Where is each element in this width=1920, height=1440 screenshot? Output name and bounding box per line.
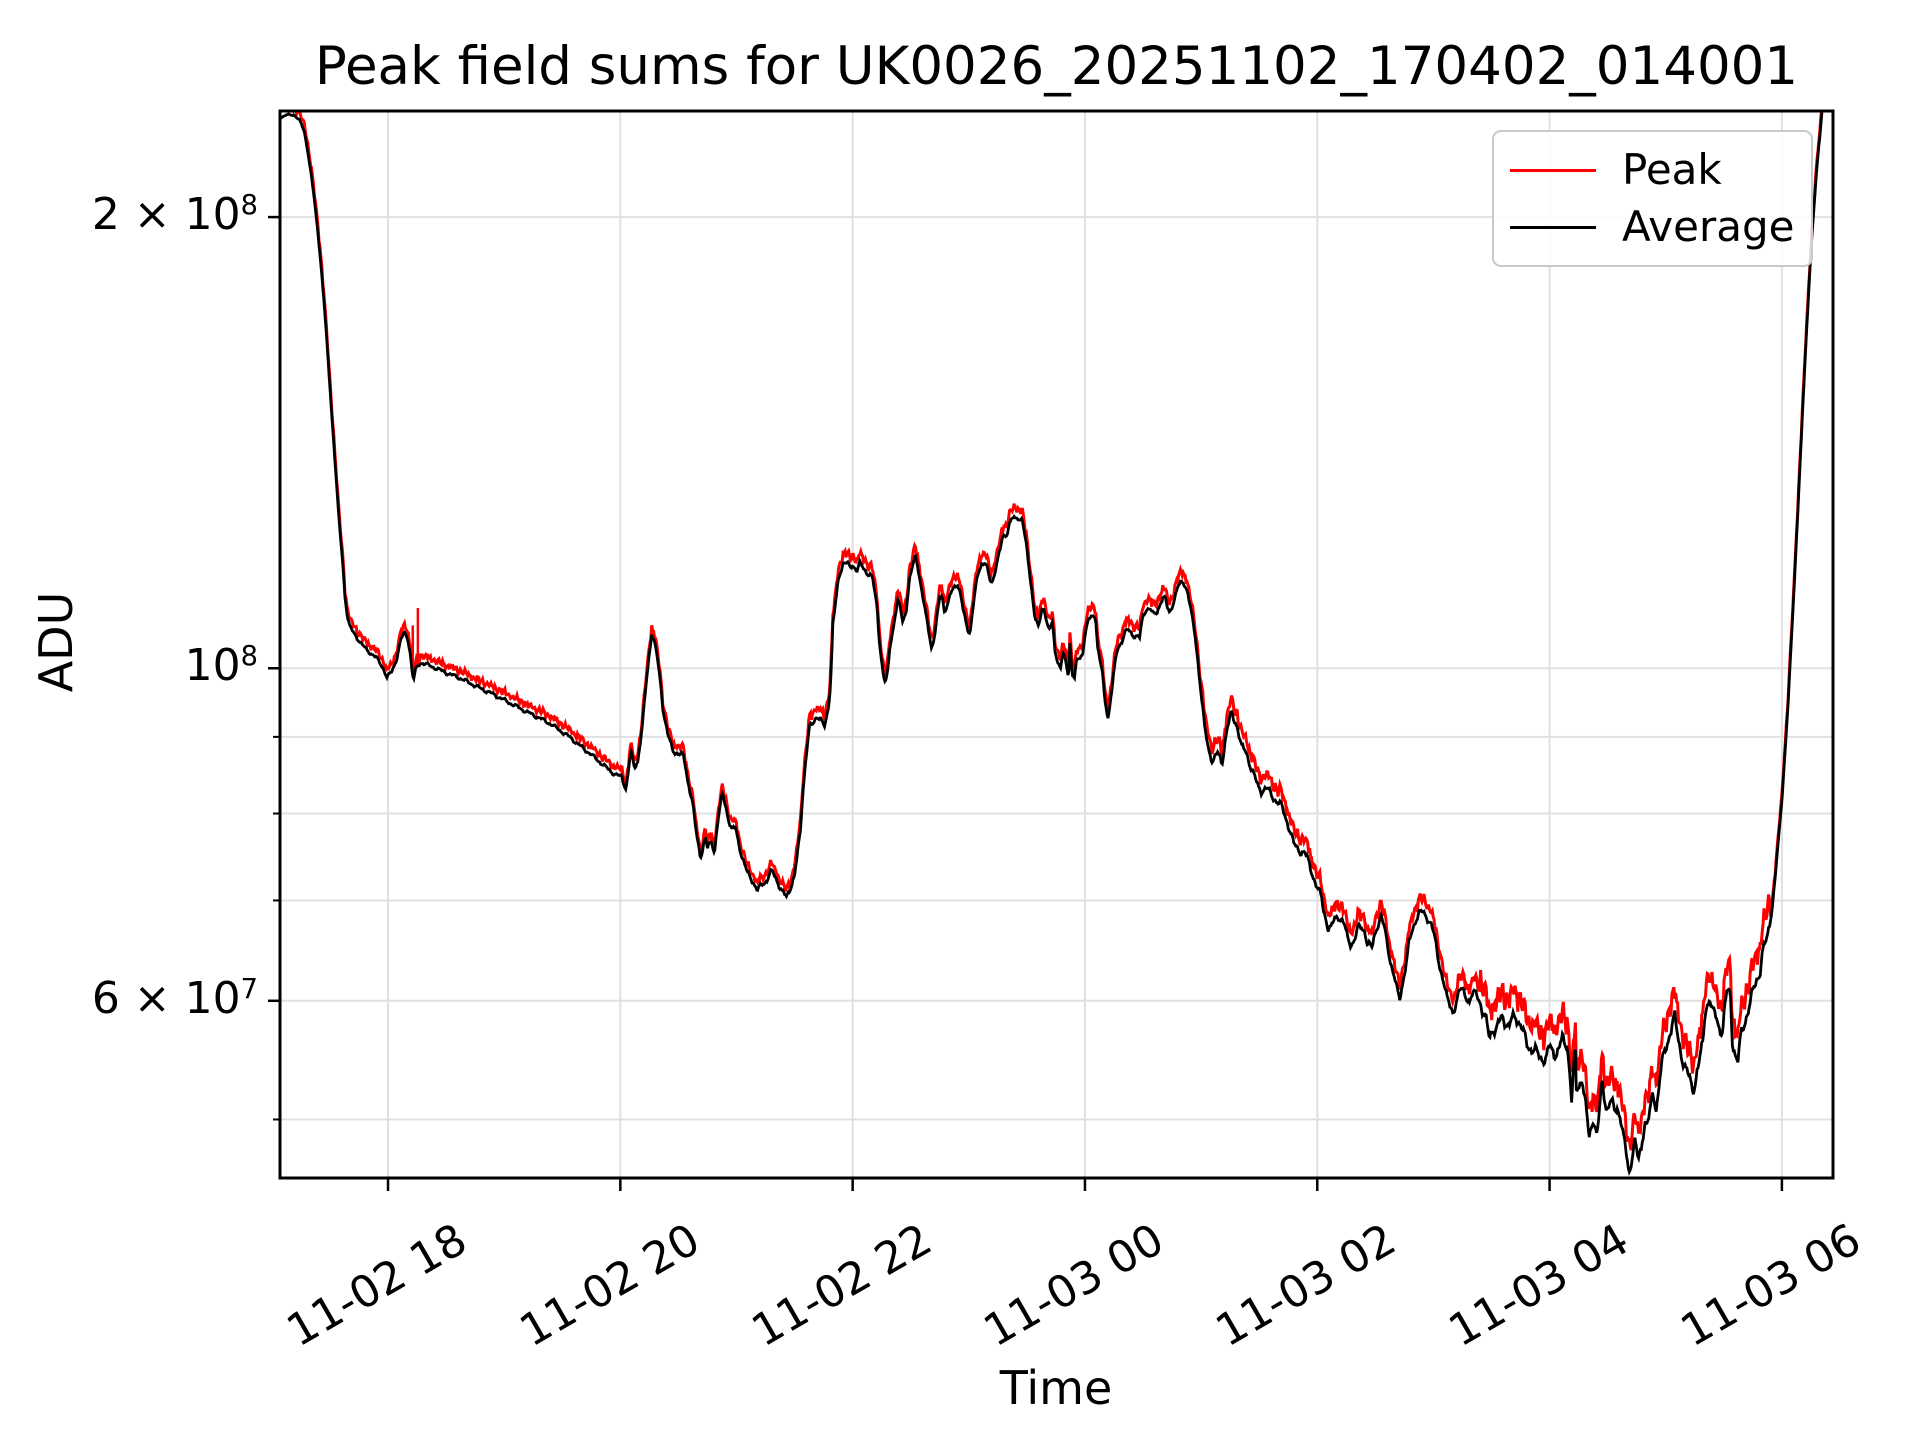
peak-line	[280, 111, 1824, 1151]
y-tick-label: 108	[184, 640, 258, 692]
legend-entry-peak: Peak	[1510, 149, 1795, 191]
average-line	[280, 111, 1824, 1176]
x-axis-label: Time	[999, 1361, 1113, 1415]
peak-line-sample-icon	[1510, 168, 1596, 172]
y-axis-label: ADU	[29, 591, 83, 693]
curves	[280, 111, 1824, 1176]
plot-border	[278, 109, 1835, 1180]
y-tick-label: 6 × 107	[91, 972, 258, 1024]
legend-entry-average: Average	[1510, 206, 1795, 248]
gridlines	[280, 111, 1833, 1178]
chart-title: Peak field sums for UK0026_20251102_1704…	[314, 36, 1799, 97]
y-tick-label: 2 × 108	[91, 189, 258, 241]
legend-label-peak: Peak	[1622, 145, 1722, 194]
legend: Peak Average	[1492, 130, 1813, 267]
average-line-sample-icon	[1510, 225, 1596, 229]
legend-label-average: Average	[1622, 202, 1795, 251]
axis-ticks	[268, 215, 1784, 1191]
